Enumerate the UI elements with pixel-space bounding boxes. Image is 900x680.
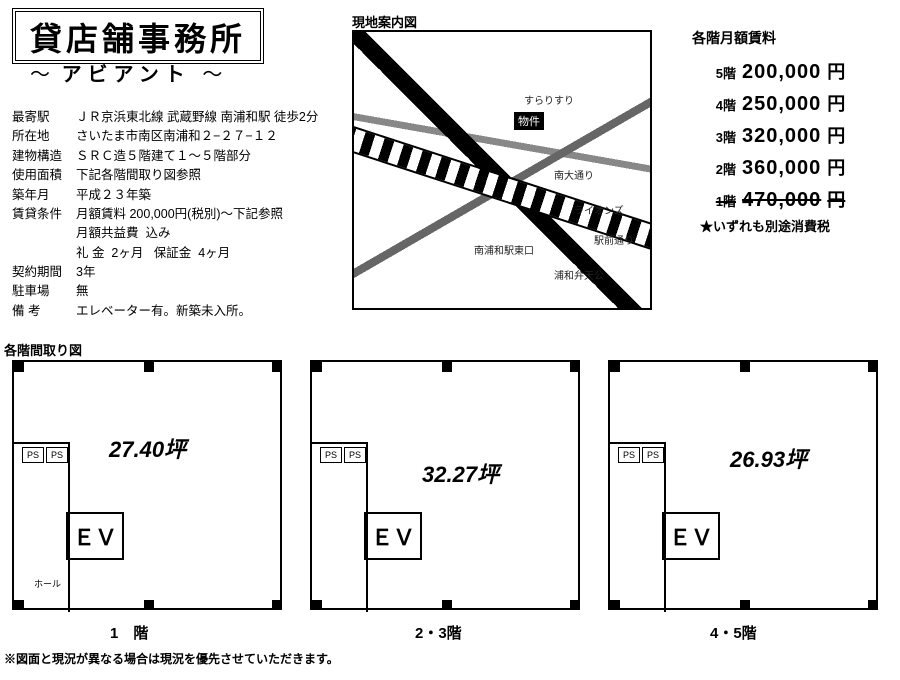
- detail-value: さいたま市南区南浦和２−２７−１２: [76, 127, 278, 146]
- detail-label: 駐車場: [12, 282, 76, 301]
- detail-value: 月額賃料 200,000円(税別)〜下記参照 月額共益費 込み 礼 金 2ヶ月 …: [76, 205, 283, 263]
- detail-label: 最寄駅: [12, 108, 76, 127]
- detail-label: 建物構造: [12, 147, 76, 166]
- map-label: 駅前通り: [594, 232, 634, 247]
- property-marker: 物件: [514, 112, 544, 130]
- pillar-icon: [868, 362, 878, 372]
- rent-amount: 470,000: [742, 189, 821, 212]
- property-details: 最寄駅ＪＲ京浜東北線 武蔵野線 南浦和駅 徒歩2分所在地さいたま市南区南浦和２−…: [12, 108, 318, 321]
- pillar-icon: [442, 362, 452, 372]
- plan-23f: 32.27坪ＥＶPSPS: [310, 360, 580, 610]
- tilde-right: 〜: [202, 64, 222, 86]
- pillar-icon: [570, 362, 580, 372]
- map-label: ライオンズ: [574, 202, 624, 217]
- pillar-icon: [144, 600, 154, 610]
- floorplans-title: 各階間取り図: [4, 340, 82, 359]
- elevator-label: ＥＶ: [364, 512, 422, 560]
- location-map: 物件 すらりすり南大通りライオンズ南浦和駅東口浦和弁天公 駅前通り: [352, 30, 652, 310]
- detail-row: 建物構造ＳＲＣ造５階建て１〜５階部分: [12, 147, 318, 166]
- pillar-icon: [740, 362, 750, 372]
- rent-row: 1階 470,000 円: [700, 186, 845, 212]
- detail-value: 3年: [76, 263, 95, 282]
- pillar-icon: [272, 600, 282, 610]
- pillar-icon: [442, 600, 452, 610]
- map-title: 現地案内図: [352, 12, 417, 31]
- pillar-icon: [14, 362, 24, 372]
- rent-unit: 円: [827, 90, 845, 116]
- rent-floor: 1階: [700, 191, 736, 210]
- rent-title: 各階月額賃料: [692, 28, 776, 48]
- inner-wall: [610, 442, 666, 612]
- plan-label: 4・5階: [710, 622, 757, 643]
- detail-label: 契約期間: [12, 263, 76, 282]
- inner-wall: [14, 442, 70, 612]
- inner-wall: [312, 442, 368, 612]
- floor-area: 26.93坪: [730, 442, 807, 474]
- rent-amount: 250,000: [742, 93, 821, 116]
- pillar-icon: [144, 362, 154, 372]
- detail-row: 契約期間3年: [12, 263, 318, 282]
- elevator-label: ＥＶ: [662, 512, 720, 560]
- plan-label: 1 階: [110, 622, 148, 643]
- map-label: すらりすり: [524, 92, 574, 107]
- detail-value: 無: [76, 282, 89, 301]
- rent-unit: 円: [827, 122, 845, 148]
- rent-row: 4階 250,000 円: [700, 90, 845, 116]
- detail-value: ＳＲＣ造５階建て１〜５階部分: [76, 147, 251, 166]
- rent-floor: 4階: [700, 95, 736, 114]
- detail-row: 使用面積下記各階間取り図参照: [12, 166, 318, 185]
- listing-title: 貸店舗事務所: [12, 8, 264, 64]
- detail-row: 所在地さいたま市南区南浦和２−２７−１２: [12, 127, 318, 146]
- rent-row: 2階 360,000 円: [700, 154, 845, 180]
- plan-label: 2・3階: [415, 622, 462, 643]
- rent-row: 5階 200,000 円: [700, 58, 845, 84]
- detail-value: エレベーター有。新築未入所。: [76, 302, 251, 321]
- rent-floor: 2階: [700, 159, 736, 178]
- rent-list: 5階 200,000 円 4階 250,000 円 3階 320,000 円 2階 360,000 円…: [700, 58, 845, 218]
- map-label: 浦和弁天公: [554, 267, 604, 282]
- detail-label: 賃貸条件: [12, 205, 76, 263]
- detail-row: 駐車場無: [12, 282, 318, 301]
- detail-label: 築年月: [12, 186, 76, 205]
- pillar-icon: [312, 362, 322, 372]
- detail-row: 最寄駅ＪＲ京浜東北線 武蔵野線 南浦和駅 徒歩2分: [12, 108, 318, 127]
- rent-floor: 3階: [700, 127, 736, 146]
- disclaimer: ※図面と現況が異なる場合は現況を優先させていただきます。: [4, 650, 339, 667]
- pillar-icon: [610, 362, 620, 372]
- listing-subtitle: 〜 アビアント 〜: [30, 58, 222, 87]
- map-label: 南大通り: [554, 167, 594, 182]
- detail-label: 使用面積: [12, 166, 76, 185]
- pillar-icon: [868, 600, 878, 610]
- tilde-left: 〜: [30, 64, 50, 86]
- rent-amount: 320,000: [742, 125, 821, 148]
- detail-row: 賃貸条件月額賃料 200,000円(税別)〜下記参照 月額共益費 込み 礼 金 …: [12, 205, 318, 263]
- detail-row: 備 考エレベーター有。新築未入所。: [12, 302, 318, 321]
- rent-unit: 円: [827, 154, 845, 180]
- rent-unit: 円: [827, 186, 845, 212]
- detail-value: 平成２３年築: [76, 186, 151, 205]
- detail-value: ＪＲ京浜東北線 武蔵野線 南浦和駅 徒歩2分: [76, 108, 318, 127]
- rent-row: 3階 320,000 円: [700, 122, 845, 148]
- plan-1f: 27.40坪ＥＶPSPSホール: [12, 360, 282, 610]
- detail-label: 備 考: [12, 302, 76, 321]
- building-name: アビアント: [62, 64, 191, 86]
- rent-amount: 200,000: [742, 61, 821, 84]
- pillar-icon: [272, 362, 282, 372]
- detail-row: 築年月平成２３年築: [12, 186, 318, 205]
- elevator-label: ＥＶ: [66, 512, 124, 560]
- rent-floor: 5階: [700, 63, 736, 82]
- pillar-icon: [740, 600, 750, 610]
- rent-unit: 円: [827, 58, 845, 84]
- detail-label: 所在地: [12, 127, 76, 146]
- map-label: 南浦和駅東口: [474, 242, 534, 257]
- floor-area: 27.40坪: [109, 432, 186, 464]
- floor-area: 32.27坪: [422, 457, 499, 489]
- rent-note: ★いずれも別途消費税: [700, 216, 830, 235]
- plan-45f: 26.93坪ＥＶPSPS: [608, 360, 878, 610]
- detail-value: 下記各階間取り図参照: [76, 166, 201, 185]
- pillar-icon: [570, 600, 580, 610]
- rent-amount: 360,000: [742, 157, 821, 180]
